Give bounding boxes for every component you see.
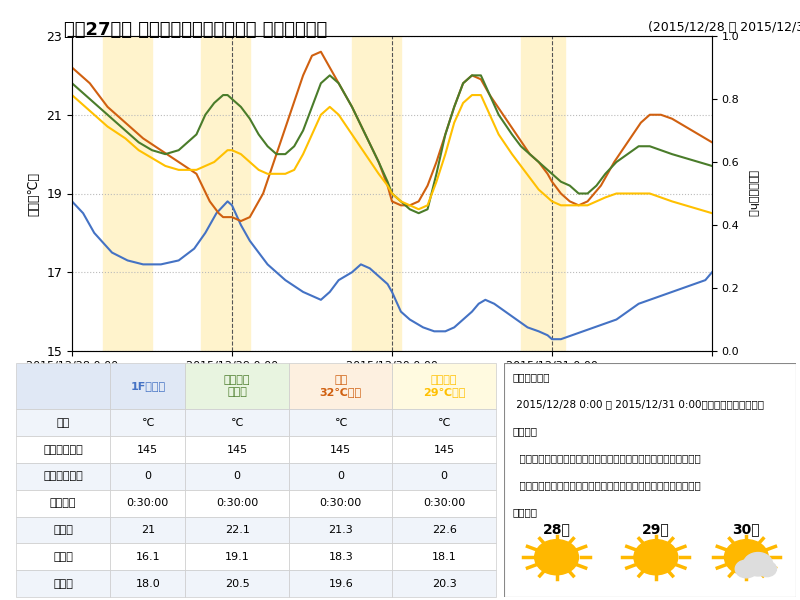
Text: 【天気】: 【天気】	[513, 507, 538, 517]
Circle shape	[534, 539, 578, 575]
Circle shape	[743, 553, 773, 576]
Text: 【条件】: 【条件】	[513, 426, 538, 436]
Circle shape	[757, 561, 777, 577]
Text: 29日: 29日	[642, 522, 670, 536]
Circle shape	[735, 560, 758, 578]
Text: 2015/12/28 0:00 ～ 2015/12/31 0:00（年末年始休業期間）: 2015/12/28 0:00 ～ 2015/12/31 0:00（年末年始休業…	[513, 399, 764, 409]
Text: 平成27年度 冬季休業期間の協会社屋 温熱測定結果: 平成27年度 冬季休業期間の協会社屋 温熱測定結果	[64, 21, 327, 39]
Text: 28日: 28日	[542, 522, 570, 536]
Y-axis label: 日照時間（h）: 日照時間（h）	[749, 170, 759, 217]
Text: (2015/12/28 〜 2015/12/31): (2015/12/28 〜 2015/12/31)	[648, 21, 800, 34]
Text: 無暖房（パソコンなどの電化製品も稼動していない）、無人状態: 無暖房（パソコンなどの電化製品も稼動していない）、無人状態	[513, 453, 701, 463]
Text: 30日: 30日	[733, 522, 760, 536]
Text: 南側の窓のみハニカムブラインドを開け、その他の方觓は閉める: 南側の窓のみハニカムブラインドを開け、その他の方觓は閉める	[513, 480, 701, 490]
Bar	[352, 36, 401, 351]
Text: 【検証期間】: 【検証期間】	[513, 373, 550, 382]
Y-axis label: 温度（℃）: 温度（℃）	[28, 172, 41, 215]
Circle shape	[725, 539, 768, 575]
Circle shape	[634, 539, 678, 575]
Bar	[201, 36, 250, 351]
Bar	[103, 36, 152, 351]
Bar	[521, 36, 566, 351]
